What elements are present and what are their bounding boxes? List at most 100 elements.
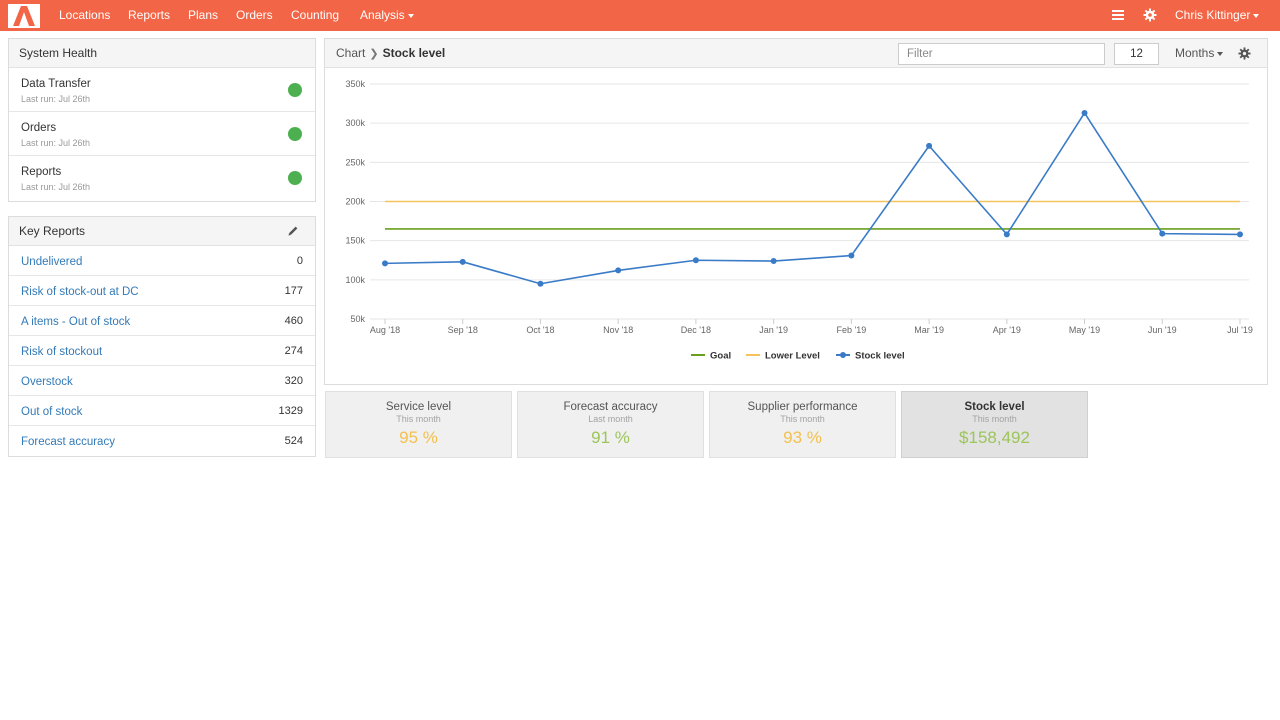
system-health-title: System Health [9, 39, 315, 68]
status-ok-indicator [288, 171, 302, 185]
report-count: 0 [296, 255, 303, 267]
x-tick-label: Jul '19 [1227, 325, 1253, 335]
user-name: Chris Kittinger [1175, 8, 1251, 22]
report-row[interactable]: A items - Out of stock 460 [9, 306, 315, 336]
nav-reports[interactable]: Reports [128, 8, 171, 22]
key-reports-title: Key Reports [19, 224, 86, 238]
health-last-run: Last run: Jul 26th [21, 182, 91, 192]
legend-label-goal: Goal [710, 351, 731, 362]
nav-analysis-dropdown[interactable]: Analysis [360, 0, 414, 31]
breadcrumb: Chart ❯ Stock level [336, 39, 445, 69]
report-row[interactable]: Overstock 320 [9, 366, 315, 396]
health-last-run: Last run: Jul 26th [21, 94, 91, 104]
chevron-right-icon: ❯ [369, 48, 379, 60]
report-link[interactable]: Forecast accuracy [21, 436, 115, 448]
kpi-title: Stock level [964, 401, 1025, 413]
nav-locations[interactable]: Locations [59, 8, 111, 22]
period-unit-dropdown[interactable]: Months [1175, 39, 1224, 68]
health-title: Reports [21, 166, 62, 178]
legend-label-stock-level: Stock level [855, 351, 905, 362]
health-row: Reports Last run: Jul 26th [9, 156, 315, 200]
x-tick-label: Dec '18 [681, 325, 711, 335]
list-icon[interactable] [1111, 8, 1125, 22]
period-count-input[interactable]: 12 [1114, 43, 1159, 65]
nav-plans[interactable]: Plans [188, 8, 219, 22]
period-unit-label: Months [1175, 46, 1215, 60]
user-menu[interactable]: Chris Kittinger [1175, 0, 1260, 31]
breadcrumb-current: Stock level [382, 46, 446, 60]
report-link[interactable]: A items - Out of stock [21, 316, 131, 328]
y-tick-label: 100k [345, 275, 365, 285]
report-link[interactable]: Out of stock [21, 406, 83, 418]
x-tick-label: Jun '19 [1148, 325, 1177, 335]
report-count: 460 [284, 315, 303, 327]
x-tick-label: Jan '19 [759, 325, 788, 335]
filter-input[interactable] [898, 43, 1105, 65]
x-tick-label: Aug '18 [370, 325, 400, 335]
x-tick-label: Sep '18 [448, 325, 478, 335]
report-row[interactable]: Risk of stock-out at DC 177 [9, 276, 315, 306]
nav-counting[interactable]: Counting [291, 8, 340, 22]
brand-logo[interactable] [8, 4, 40, 28]
kpi-card-stock-level[interactable]: Stock level This month $158,492 [901, 391, 1088, 458]
y-tick-label: 300k [345, 118, 365, 128]
x-tick-label: Mar '19 [914, 325, 944, 335]
chart-settings-gear-icon[interactable] [1238, 47, 1251, 60]
key-reports-panel: Key Reports Undelivered 0 Risk of stock-o… [8, 216, 316, 457]
kpi-title: Supplier performance [747, 401, 858, 413]
gear-icon[interactable] [1143, 8, 1157, 22]
report-link[interactable]: Undelivered [21, 256, 83, 268]
kpi-card-supplier-performance[interactable]: Supplier performance This month 93 % [709, 391, 896, 458]
report-row[interactable]: Risk of stockout 274 [9, 336, 315, 366]
x-tick-label: May '19 [1069, 325, 1100, 335]
legend-marker-stock-level [840, 352, 846, 358]
report-row[interactable]: Out of stock 1329 [9, 396, 315, 426]
kpi-period: Last month [588, 414, 633, 424]
x-tick-label: Apr '19 [993, 325, 1021, 335]
status-ok-indicator [288, 83, 302, 97]
kpi-value: 93 % [783, 428, 822, 447]
series-line-stock-level [384, 112, 1241, 285]
kpi-title: Forecast accuracy [563, 401, 658, 413]
report-link[interactable]: Overstock [21, 376, 73, 388]
report-count: 177 [284, 285, 303, 297]
chevron-down-icon [1253, 13, 1260, 18]
data-point-stock-level [459, 258, 466, 265]
kpi-period: This month [972, 414, 1017, 424]
system-health-panel: System Health Data Transfer Last run: Ju… [8, 38, 316, 202]
x-tick-label: Feb '19 [836, 325, 866, 335]
report-row[interactable]: Forecast accuracy 524 [9, 426, 315, 456]
health-title: Data Transfer [21, 78, 91, 90]
kpi-value: 95 % [399, 428, 438, 447]
breadcrumb-root[interactable]: Chart [336, 46, 366, 60]
y-tick-label: 200k [345, 197, 365, 207]
report-link[interactable]: Risk of stock-out at DC [21, 286, 139, 298]
health-row: Data Transfer Last run: Jul 26th [9, 68, 315, 112]
report-row[interactable]: Undelivered 0 [9, 246, 315, 276]
kpi-card-service-level[interactable]: Service level This month 95 % [325, 391, 512, 458]
x-tick-label: Nov '18 [603, 325, 633, 335]
nav-analysis-label: Analysis [360, 8, 405, 22]
data-point-stock-level [770, 258, 777, 265]
kpi-period: This month [780, 414, 825, 424]
legend-label-lower-level: Lower Level [765, 351, 820, 362]
y-tick-label: 250k [345, 157, 365, 167]
data-point-stock-level [848, 252, 855, 259]
data-point-stock-level [1003, 231, 1010, 238]
report-count: 524 [284, 435, 303, 447]
chart-toolbar: Chart❯Stock level 12 Months [325, 39, 1267, 68]
data-point-stock-level [1081, 109, 1088, 116]
top-navbar: Locations Reports Plans Orders Counting … [0, 0, 1280, 31]
report-count: 274 [284, 345, 303, 357]
data-point-stock-level [615, 267, 622, 274]
stock-level-chart: 50k 100k 150k 200k 250k 300k 350k Aug '18 Sep '1… [345, 79, 1253, 362]
kpi-value: 91 % [591, 428, 630, 447]
health-last-run: Last run: Jul 26th [21, 138, 91, 148]
kpi-card-forecast-accuracy[interactable]: Forecast accuracy Last month 91 % [517, 391, 704, 458]
chart-panel: Chart❯Stock level 12 Months 50k100k150k2… [324, 38, 1268, 385]
data-point-stock-level [926, 142, 933, 149]
nav-orders[interactable]: Orders [236, 8, 273, 22]
report-link[interactable]: Risk of stockout [21, 346, 103, 358]
pencil-icon[interactable] [287, 225, 299, 237]
key-reports-header: Key Reports [9, 217, 315, 246]
